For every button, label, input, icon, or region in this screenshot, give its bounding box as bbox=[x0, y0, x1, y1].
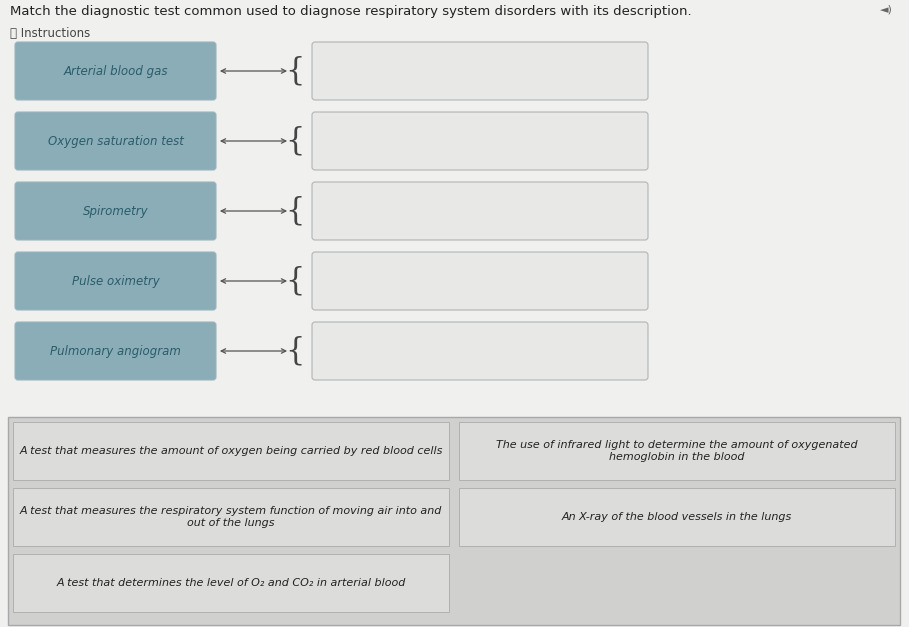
FancyBboxPatch shape bbox=[312, 42, 648, 100]
Text: A test that determines the level of O₂ and CO₂ in arterial blood: A test that determines the level of O₂ a… bbox=[56, 578, 405, 588]
Text: A test that measures the respiratory system function of moving air into and
out : A test that measures the respiratory sys… bbox=[20, 506, 442, 528]
Text: Pulmonary angiogram: Pulmonary angiogram bbox=[50, 344, 181, 357]
Text: The use of infrared light to determine the amount of oxygenated
hemoglobin in th: The use of infrared light to determine t… bbox=[496, 440, 858, 462]
FancyBboxPatch shape bbox=[13, 422, 449, 480]
Text: {: { bbox=[285, 125, 305, 157]
FancyBboxPatch shape bbox=[13, 488, 449, 546]
FancyBboxPatch shape bbox=[15, 252, 216, 310]
Text: {: { bbox=[285, 56, 305, 87]
FancyBboxPatch shape bbox=[459, 488, 895, 546]
FancyBboxPatch shape bbox=[312, 182, 648, 240]
Text: {: { bbox=[285, 335, 305, 367]
Text: Pulse oximetry: Pulse oximetry bbox=[72, 275, 159, 288]
FancyBboxPatch shape bbox=[15, 182, 216, 240]
Text: {: { bbox=[285, 265, 305, 297]
FancyBboxPatch shape bbox=[459, 422, 895, 480]
Text: Oxygen saturation test: Oxygen saturation test bbox=[47, 135, 184, 147]
Text: An X-ray of the blood vessels in the lungs: An X-ray of the blood vessels in the lun… bbox=[562, 512, 792, 522]
Text: Match the diagnostic test common used to diagnose respiratory system disorders w: Match the diagnostic test common used to… bbox=[10, 5, 692, 18]
Text: {: { bbox=[285, 196, 305, 226]
Text: Arterial blood gas: Arterial blood gas bbox=[64, 65, 168, 78]
FancyBboxPatch shape bbox=[15, 112, 216, 170]
FancyBboxPatch shape bbox=[312, 322, 648, 380]
Text: ⓘ Instructions: ⓘ Instructions bbox=[10, 27, 90, 40]
FancyBboxPatch shape bbox=[15, 322, 216, 380]
FancyBboxPatch shape bbox=[13, 554, 449, 612]
FancyBboxPatch shape bbox=[15, 42, 216, 100]
FancyBboxPatch shape bbox=[312, 252, 648, 310]
FancyBboxPatch shape bbox=[8, 417, 900, 625]
Text: ◄): ◄) bbox=[880, 5, 893, 15]
Text: A test that measures the amount of oxygen being carried by red blood cells: A test that measures the amount of oxyge… bbox=[19, 446, 443, 456]
FancyBboxPatch shape bbox=[312, 112, 648, 170]
Text: Spirometry: Spirometry bbox=[83, 204, 148, 218]
